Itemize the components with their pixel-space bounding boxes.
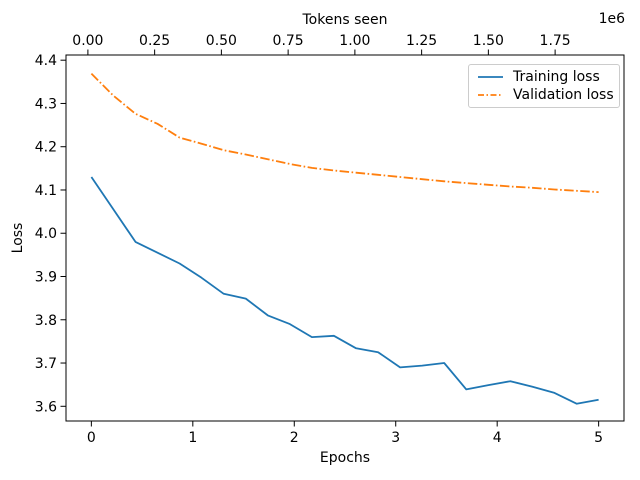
x-tick-label: 5 [594, 430, 603, 446]
x-tick-label: 3 [391, 430, 400, 446]
validation-loss-line [90, 72, 599, 193]
x-tick-label: 1 [188, 430, 197, 446]
top-x-tick-label: 1.75 [540, 33, 571, 49]
top-axis-label: Tokens seen [302, 12, 388, 28]
x-axis-label: Epochs [320, 450, 370, 466]
y-tick-label: 4.1 [35, 183, 57, 199]
y-tick-label: 4.3 [35, 96, 57, 112]
legend-item-training: Training loss [477, 70, 619, 84]
legend: Training loss Validation loss [468, 64, 620, 108]
x-tick-label: 0 [87, 430, 96, 446]
legend-label-training: Training loss [513, 68, 600, 85]
training-loss-line [90, 176, 599, 405]
y-tick-label: 4.4 [35, 53, 57, 69]
y-tick-label: 3.9 [35, 270, 57, 286]
y-tick-label: 3.6 [35, 399, 57, 415]
top-x-tick-label: 1.00 [339, 33, 370, 49]
plot-area: 0 1 2 3 4 5 0.00 0.25 0.50 0.75 1.00 1.25 1.50 1.75 3.… [35, 33, 625, 446]
training-line-sample-icon [478, 75, 503, 78]
top-x-tick-label: 0.00 [72, 33, 103, 49]
plot-border [65, 54, 625, 422]
y-tick-label: 3.7 [35, 356, 57, 372]
axis-offset-label: 1e6 [599, 11, 626, 27]
y-tick-label: 4.0 [35, 226, 57, 242]
x-tick-label: 4 [493, 430, 502, 446]
top-x-tick-label: 0.25 [139, 33, 170, 49]
validation-line-sample-icon [478, 94, 503, 97]
top-x-tick-label: 0.75 [273, 33, 304, 49]
y-axis-label: Loss [10, 223, 26, 254]
x-tick-label: 2 [290, 430, 299, 446]
legend-label-validation: Validation loss [513, 87, 614, 104]
top-x-tick-label: 1.25 [406, 33, 437, 49]
y-tick-label: 4.2 [35, 140, 57, 156]
top-x-tick-label: 1.50 [473, 33, 504, 49]
y-tick-label: 3.8 [35, 313, 57, 329]
legend-item-validation: Validation loss [477, 88, 619, 102]
top-x-tick-label: 0.50 [206, 33, 237, 49]
